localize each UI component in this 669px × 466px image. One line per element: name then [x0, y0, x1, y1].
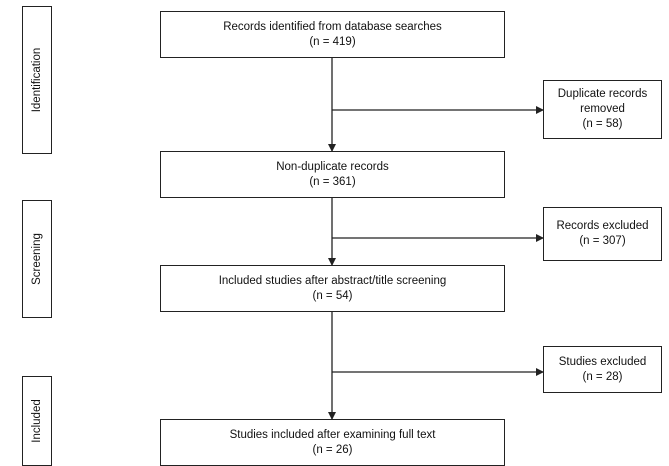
- box-records-excluded-title: Records excluded: [556, 220, 649, 232]
- box-studies-excluded: Studies excluded (n = 28): [543, 346, 662, 393]
- stage-included: Included: [22, 376, 52, 466]
- box-included-full-text-count: (n = 26): [312, 443, 353, 456]
- box-duplicates-removed: Duplicate records removed (n = 58): [543, 80, 662, 139]
- box-duplicates-removed-title-2: removed: [580, 103, 625, 115]
- box-records-identified: Records identified from database searche…: [160, 11, 505, 58]
- box-studies-excluded-count: (n = 28): [582, 370, 623, 383]
- stage-identification-label: Identification: [31, 47, 43, 113]
- box-non-duplicate-title: Non-duplicate records: [276, 160, 389, 173]
- box-included-after-screening-count: (n = 54): [312, 289, 353, 302]
- box-records-identified-title: Records identified from database searche…: [223, 20, 442, 33]
- stage-screening: Screening: [22, 200, 52, 318]
- box-records-excluded: Records excluded (n = 307): [543, 207, 662, 261]
- box-included-full-text-title: Studies included after examining full te…: [229, 428, 436, 441]
- box-records-identified-count: (n = 419): [309, 35, 356, 48]
- stage-screening-label: Screening: [31, 233, 43, 285]
- stage-included-label: Included: [31, 399, 43, 443]
- box-non-duplicate: Non-duplicate records (n = 361): [160, 151, 505, 198]
- box-duplicates-removed-count: (n = 58): [582, 118, 623, 130]
- box-included-after-screening-title: Included studies after abstract/title sc…: [218, 274, 447, 287]
- box-non-duplicate-count: (n = 361): [309, 175, 356, 188]
- stage-identification: Identification: [22, 6, 52, 154]
- box-included-after-screening: Included studies after abstract/title sc…: [160, 265, 505, 312]
- box-duplicates-removed-title-1: Duplicate records: [557, 88, 648, 100]
- box-studies-excluded-title: Studies excluded: [558, 355, 647, 368]
- box-records-excluded-count: (n = 307): [579, 235, 626, 247]
